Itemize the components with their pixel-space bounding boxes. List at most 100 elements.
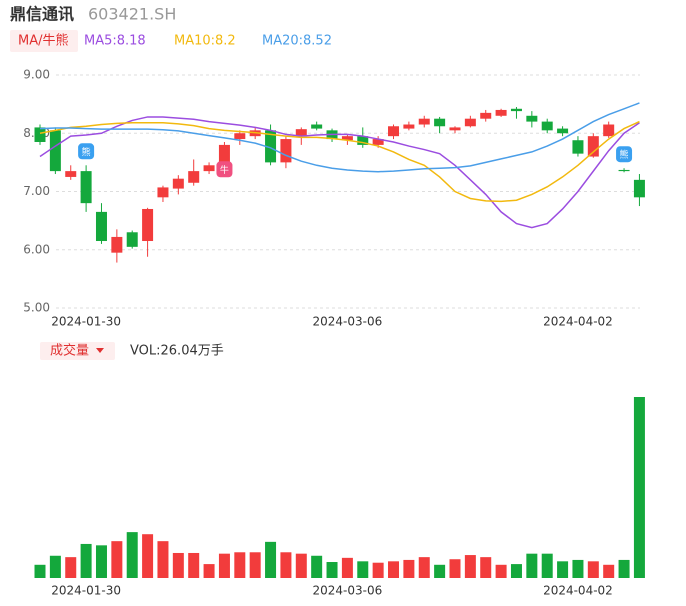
candle-body [464, 118, 476, 127]
stock-code: 603421.SH [88, 5, 176, 24]
candle-body [372, 139, 384, 145]
candle-body [265, 130, 277, 163]
candle-body [418, 118, 430, 125]
volume-bar [357, 561, 369, 578]
volume-bar [464, 555, 476, 578]
signal-label: 牛 [220, 164, 229, 176]
volume-bar [572, 559, 584, 578]
candle-body [111, 236, 123, 253]
legend-entry: MA5:8.18 [84, 34, 146, 49]
signal-icon [616, 146, 633, 163]
volume-bar [142, 534, 154, 578]
candle-body [80, 171, 92, 204]
volume-bar [280, 552, 292, 578]
y-tick-label: 6.00 [23, 242, 50, 256]
volume-bar [557, 561, 569, 578]
signal-icon [78, 143, 95, 160]
candle-body [157, 187, 169, 198]
volume-bar [295, 553, 307, 578]
candle-body [295, 129, 307, 137]
volume-title[interactable]: 成交量 [50, 343, 89, 359]
candle-body [218, 144, 230, 163]
volume-bar [265, 541, 277, 578]
volume-bar [480, 557, 492, 578]
x-tick-label: 2024-01-30 [51, 315, 121, 329]
volume-bar [34, 564, 46, 578]
volume-bar [234, 552, 246, 578]
y-tick-label: 9.00 [23, 68, 50, 82]
x-tick-label: 2024-03-06 [313, 584, 383, 598]
candle-body [403, 124, 415, 129]
y-tick-label: 7.00 [23, 184, 50, 198]
signal-label: 熊 [82, 146, 91, 158]
volume-bar [633, 397, 645, 578]
volume-bar [388, 561, 400, 578]
volume-bar [249, 552, 261, 578]
legend-entry: MA20:8.52 [262, 34, 332, 49]
candle-body [541, 121, 553, 131]
legend-entry: MA10:8.2 [174, 34, 236, 49]
candle-body [495, 109, 507, 116]
candle-body [142, 208, 154, 242]
volume-bar [111, 541, 123, 578]
volume-bar [157, 541, 169, 578]
volume-bar [526, 553, 538, 578]
candle-body [311, 124, 323, 129]
signal-icon [216, 161, 233, 178]
candle-body [65, 171, 77, 177]
candle-body [172, 178, 184, 189]
volume-bar [541, 553, 553, 578]
legend-box[interactable] [10, 30, 78, 52]
candle-body [572, 140, 584, 154]
dropdown-icon[interactable] [96, 348, 104, 353]
candle-body [557, 128, 569, 134]
volume-bar [341, 557, 353, 578]
volume-bar [403, 559, 415, 578]
candle-body [95, 211, 107, 242]
candle-body [49, 130, 61, 172]
x-tick-label: 2024-01-30 [51, 584, 121, 598]
volume-bar [188, 552, 200, 578]
x-tick-label: 2024-03-06 [313, 315, 383, 329]
volume-bar [65, 557, 77, 578]
candle-body [618, 169, 630, 172]
volume-bar [418, 557, 430, 578]
candle-body [526, 115, 538, 122]
stock-name: 鼎信通讯 [10, 5, 74, 24]
candle-body [126, 232, 138, 247]
volume-label: VOL:26.04万手 [130, 344, 224, 359]
candle-body [633, 179, 645, 198]
volume-box[interactable] [40, 342, 115, 360]
legend-label[interactable]: MA/牛熊 [18, 33, 69, 49]
candle-body [34, 127, 46, 142]
x-tick-label: 2024-04-02 [543, 584, 613, 598]
volume-bar [495, 564, 507, 578]
candle-body [449, 127, 461, 131]
ma-line [39, 116, 640, 229]
candle-body [510, 108, 522, 112]
volume-bar [372, 562, 384, 578]
volume-bar [80, 543, 92, 578]
candle-body [203, 165, 215, 172]
y-tick-label: 5.00 [23, 301, 50, 315]
candle-body [434, 118, 446, 127]
volume-bar [126, 532, 138, 578]
volume-bar [172, 552, 184, 578]
volume-bar [326, 562, 338, 578]
candle-body [357, 136, 369, 145]
candle-body [280, 139, 292, 163]
volume-bar [203, 564, 215, 578]
volume-bar [510, 564, 522, 578]
volume-bar [311, 555, 323, 578]
volume-bar [603, 564, 615, 578]
candle-body [587, 136, 599, 157]
volume-bar [587, 561, 599, 578]
candle-body [388, 126, 400, 137]
signal-label: 熊 [620, 149, 629, 161]
volume-bar [49, 555, 61, 578]
x-tick-label: 2024-04-02 [543, 315, 613, 329]
volume-bar [434, 564, 446, 578]
ma-line [39, 120, 640, 203]
candle-body [188, 171, 200, 183]
volume-bar [449, 559, 461, 578]
